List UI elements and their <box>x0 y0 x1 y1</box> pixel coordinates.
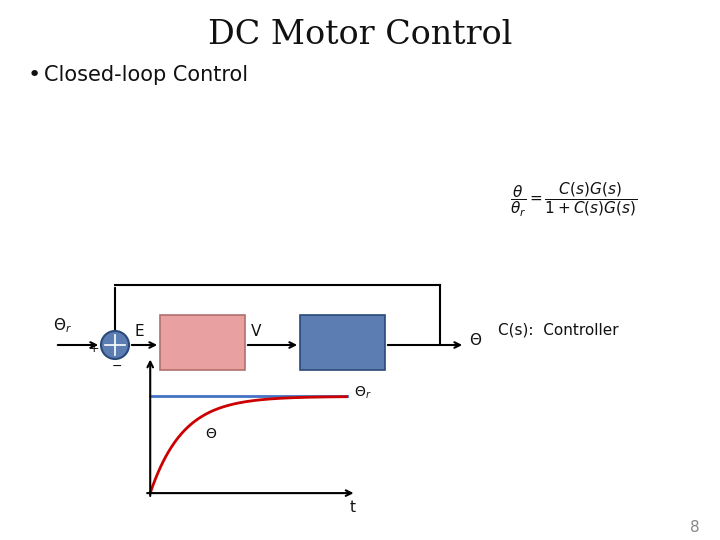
Text: V: V <box>251 324 261 339</box>
Text: $\Theta_r$: $\Theta_r$ <box>354 385 372 401</box>
Circle shape <box>101 331 129 359</box>
Text: 8: 8 <box>690 521 700 536</box>
Text: DC Motor Control: DC Motor Control <box>208 19 512 51</box>
FancyBboxPatch shape <box>160 315 245 370</box>
Text: Closed-loop Control: Closed-loop Control <box>44 65 248 85</box>
Text: C(s): C(s) <box>186 334 219 352</box>
Text: C(s):  Controller: C(s): Controller <box>498 322 618 338</box>
Text: t: t <box>349 500 356 515</box>
Text: •: • <box>28 65 41 85</box>
Text: $\Theta$: $\Theta$ <box>205 427 217 441</box>
FancyBboxPatch shape <box>300 315 385 370</box>
Text: $\Theta$: $\Theta$ <box>469 332 482 348</box>
Text: $\Theta_r$: $\Theta_r$ <box>53 316 72 335</box>
Text: E: E <box>135 324 145 339</box>
Text: G(s): G(s) <box>325 334 360 352</box>
Text: −: − <box>112 360 122 373</box>
Text: +: + <box>89 342 99 355</box>
Text: $\dfrac{\theta}{\theta_r} = \dfrac{C(s)G(s)}{1+C(s)G(s)}$: $\dfrac{\theta}{\theta_r} = \dfrac{C(s)G… <box>510 181 637 219</box>
